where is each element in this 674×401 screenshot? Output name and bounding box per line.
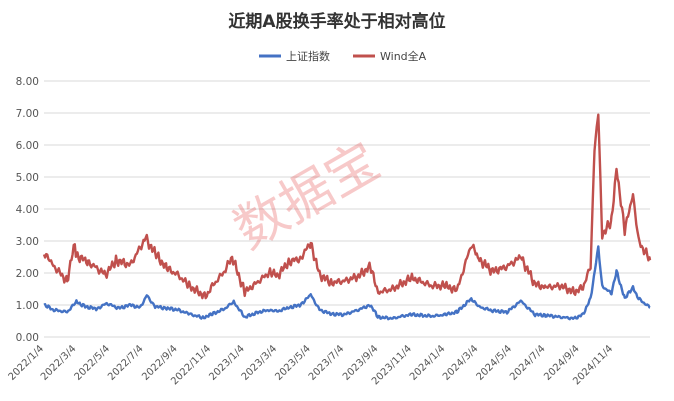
y-tick-label: 6.00 [16,140,39,152]
y-tick-label: 0.00 [16,332,39,344]
series-line-sse [43,245,651,321]
y-tick-label: 3.00 [16,236,39,248]
y-tick-label: 7.00 [16,108,39,120]
x-tick-label: 2023/7/4 [307,343,347,383]
y-tick-label: 1.00 [16,300,39,312]
grid-lines [44,80,650,338]
chart-title: 近期A股换手率处于相对高位 [228,11,445,32]
legend-label-wind-a: Wind全A [380,49,427,63]
x-tick-label: 2023/3/4 [240,343,280,383]
y-tick-label: 4.00 [16,204,39,216]
watermark: 数据宝 [225,131,390,261]
x-tick-label: 2022/5/4 [73,343,113,383]
legend-label-sse: 上证指数 [286,49,330,63]
y-tick-label: 5.00 [16,172,39,184]
x-tick-label: 2022/3/4 [39,343,79,383]
x-tick-label: 2024/5/4 [475,343,515,383]
legend: 上证指数 Wind全A [259,49,427,63]
x-axis: 2022/1/42022/3/42022/5/42022/7/42022/9/4… [7,343,616,387]
y-tick-label: 2.00 [16,268,39,280]
series-lines [42,113,652,321]
x-tick-label: 2022/7/4 [106,343,146,383]
x-tick-label: 2023/5/4 [273,343,313,383]
y-tick-label: 8.00 [16,76,39,88]
series-line-wind-a [42,113,652,300]
x-tick-label: 2024/3/4 [441,343,481,383]
y-axis: 0.00 1.00 2.00 3.00 4.00 5.00 6.00 7.00 8.00 [16,76,39,344]
x-tick-label: 2024/7/4 [508,343,548,383]
